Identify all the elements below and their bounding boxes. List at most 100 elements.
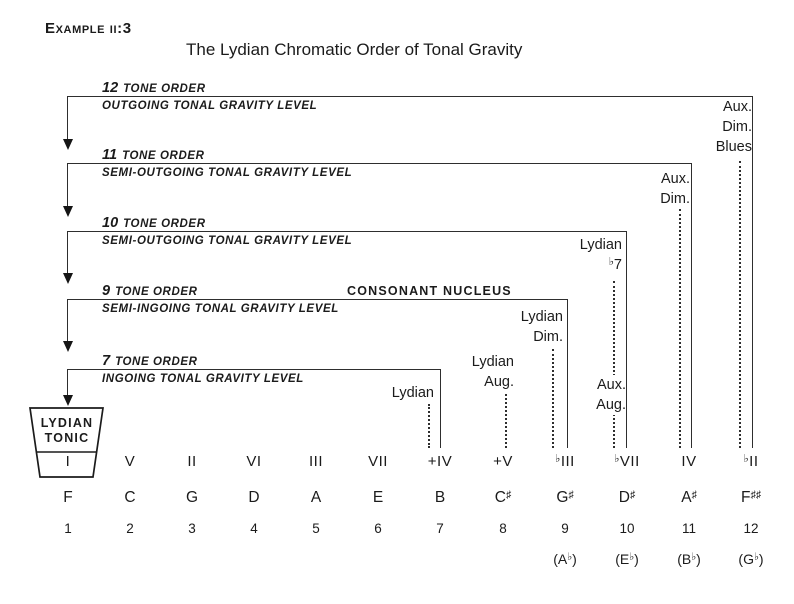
number-cell: 11 bbox=[681, 521, 696, 536]
scale-name-line: Aux. bbox=[722, 99, 752, 115]
flat-sign: ♭ bbox=[743, 453, 750, 465]
tonic-label-line: LYDIAN bbox=[40, 416, 94, 430]
numeral-cell: I bbox=[65, 453, 71, 470]
flow-arrow-shaft bbox=[67, 231, 69, 273]
scale-label-lydian-dim: Lydian Dim. bbox=[521, 307, 563, 347]
order-number: 10 bbox=[102, 215, 119, 231]
scale-name-line: Aug. bbox=[596, 397, 626, 413]
order-text: TONE ORDER bbox=[115, 286, 198, 298]
order-number: 9 bbox=[102, 283, 111, 299]
flat-sign: ♭ bbox=[614, 453, 620, 465]
order-text: TONE ORDER bbox=[123, 83, 206, 95]
gravity-level-11: SEMI-OUTGOING TONAL GRAVITY LEVEL bbox=[102, 167, 353, 179]
bracket-line-7 bbox=[68, 369, 441, 370]
sharp-sign: ♯♯ bbox=[750, 488, 761, 501]
note-cell: D bbox=[248, 489, 260, 506]
note-cell: A♯ bbox=[681, 488, 697, 507]
note-cell: D♯ bbox=[618, 488, 636, 507]
flow-arrow-shaft bbox=[67, 96, 69, 139]
enharmonic-cell: (B♭) bbox=[677, 550, 701, 568]
gravity-level-10: SEMI-OUTGOING TONAL GRAVITY LEVEL bbox=[102, 235, 353, 247]
order-text: TONE ORDER bbox=[115, 356, 198, 368]
order-10-label: 10 TONE ORDER bbox=[102, 214, 206, 232]
order-7-label: 7 TONE ORDER bbox=[102, 352, 198, 370]
flat-sign: ♭ bbox=[691, 550, 697, 563]
numeral-cell: V bbox=[124, 453, 136, 470]
sharp-sign: ♯ bbox=[568, 488, 574, 501]
bracket-edge-9 bbox=[566, 299, 568, 448]
flow-arrow-head bbox=[62, 139, 73, 150]
numeral-cell: II bbox=[187, 453, 197, 470]
scale-pointer-lydian-flat7 bbox=[612, 281, 615, 448]
numeral-cell: +V bbox=[493, 453, 513, 470]
scale-name-line: Lydian bbox=[471, 354, 514, 370]
scale-pointer-aux-dim bbox=[678, 209, 681, 448]
numeral-cell: VI bbox=[246, 453, 262, 470]
gravity-level-9: SEMI-INGOING TONAL GRAVITY LEVEL bbox=[102, 303, 339, 315]
scale-pointer-lydian-aug bbox=[505, 394, 507, 448]
note-cell: F♯♯ bbox=[741, 488, 761, 507]
scale-label-lydian-aug: Lydian Aug. bbox=[472, 352, 514, 392]
scale-pointer-lydian-dim bbox=[552, 349, 554, 448]
enharmonic-cell: (G♭) bbox=[738, 550, 764, 568]
tonic-label-line: TONIC bbox=[44, 431, 90, 445]
scale-name-line: Blues bbox=[715, 139, 752, 155]
gravity-level-7: INGOING TONAL GRAVITY LEVEL bbox=[102, 373, 304, 385]
order-text: TONE ORDER bbox=[123, 218, 206, 230]
number-cell: 12 bbox=[743, 521, 759, 536]
bracket-edge-11 bbox=[690, 163, 692, 448]
scale-name-line: Lydian bbox=[520, 309, 563, 325]
number-cell: 10 bbox=[619, 521, 635, 536]
order-number: 12 bbox=[102, 80, 119, 96]
bracket-line-12 bbox=[68, 96, 753, 97]
scale-pointer-lydian bbox=[428, 404, 430, 448]
scale-label-aux-dim-blues: Aux. Dim. Blues bbox=[716, 97, 752, 157]
enharmonic-cell: (A♭) bbox=[553, 550, 577, 568]
sharp-sign: ♯ bbox=[505, 488, 512, 501]
number-cell: 7 bbox=[436, 521, 444, 536]
scale-pointer-aux-dim-blues bbox=[738, 161, 741, 448]
flat-sign: ♭ bbox=[567, 550, 573, 563]
numeral-cell: +IV bbox=[427, 453, 453, 470]
number-cell: 8 bbox=[499, 521, 507, 536]
scale-name-line: Lydian bbox=[391, 385, 434, 401]
order-text: TONE ORDER bbox=[122, 150, 205, 162]
numeral-cell: ♭III bbox=[555, 453, 575, 470]
flow-arrow-shaft bbox=[67, 299, 69, 341]
numeral-cell: ♭II bbox=[743, 453, 759, 470]
number-cell: 6 bbox=[374, 521, 382, 536]
note-cell: G♯ bbox=[556, 488, 574, 507]
scale-label-aux-aug: Aux. Aug. bbox=[593, 375, 626, 415]
number-cell: 4 bbox=[250, 521, 258, 536]
flow-arrow-head bbox=[62, 206, 73, 217]
note-cell: F bbox=[63, 489, 73, 506]
scale-name-line: Dim. bbox=[660, 191, 690, 207]
bracket-edge-12 bbox=[751, 96, 753, 448]
scale-name-line: Dim. bbox=[533, 329, 563, 345]
number-cell: 1 bbox=[64, 521, 72, 536]
scale-label-lydian-flat7: Lydian ♭7 bbox=[580, 235, 622, 276]
numeral-cell: IV bbox=[681, 453, 697, 470]
flow-arrow-shaft bbox=[67, 369, 69, 395]
number-cell: 9 bbox=[561, 521, 569, 536]
sharp-sign: ♯ bbox=[629, 488, 636, 501]
flat-sign: ♭ bbox=[555, 453, 561, 465]
scale-label-lydian: Lydian bbox=[392, 383, 434, 403]
numeral-cell: ♭VII bbox=[614, 453, 640, 470]
scale-name-line: ♭7 bbox=[608, 256, 622, 273]
flow-arrow-shaft bbox=[67, 163, 69, 206]
note-cell: G bbox=[185, 489, 199, 506]
lydian-tonic-box bbox=[29, 407, 104, 478]
numeral-cell: VII bbox=[368, 453, 388, 470]
bracket-line-9 bbox=[68, 299, 568, 300]
flat-sign: ♭ bbox=[753, 550, 759, 563]
order-number: 11 bbox=[102, 147, 118, 163]
enharmonic-cell: (E♭) bbox=[615, 550, 639, 568]
flow-arrow-head bbox=[62, 273, 73, 284]
scale-label-aux-dim: Aux. Dim. bbox=[660, 169, 690, 209]
flow-arrow-head bbox=[62, 341, 73, 352]
gravity-level-12: OUTGOING TONAL GRAVITY LEVEL bbox=[102, 100, 318, 112]
bracket-edge-10 bbox=[625, 231, 627, 448]
note-cell: A bbox=[310, 489, 322, 506]
number-cell: 2 bbox=[126, 521, 134, 536]
